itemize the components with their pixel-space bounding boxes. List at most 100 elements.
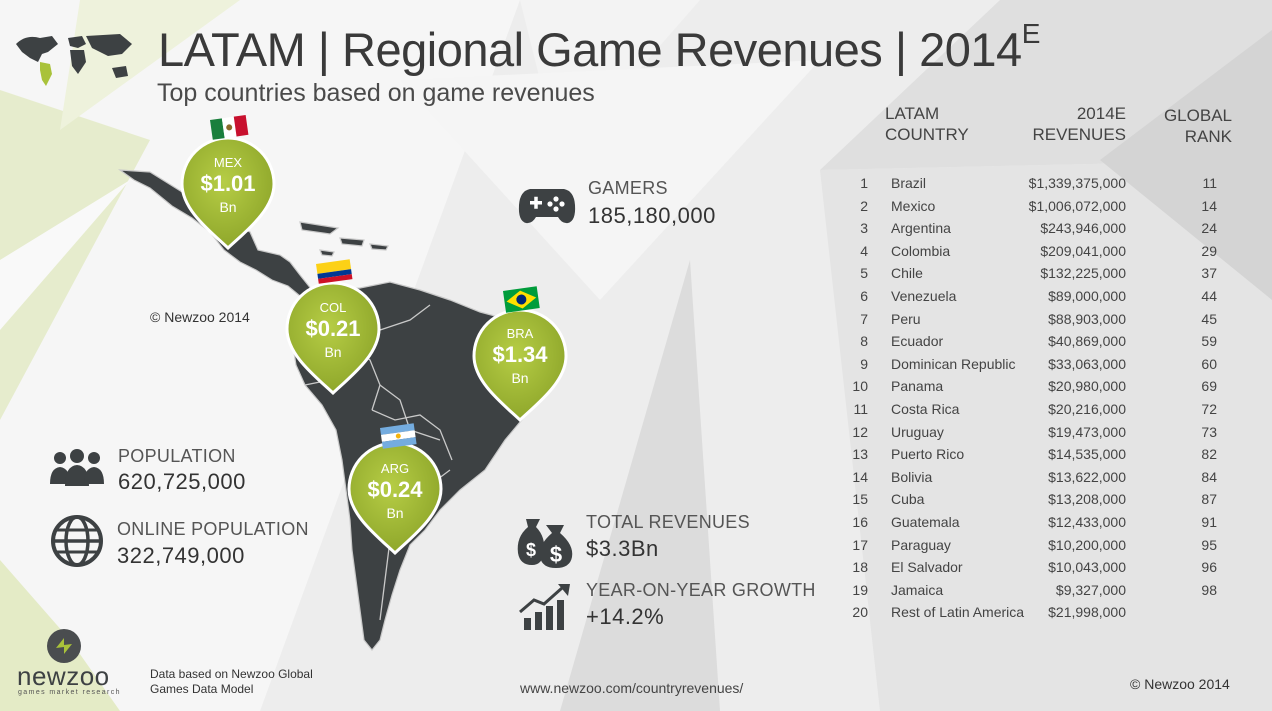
row-number: 20 — [852, 604, 868, 621]
row-rank: 37 — [1201, 265, 1217, 282]
row-number: 9 — [860, 355, 868, 372]
row-number: 6 — [860, 288, 868, 304]
table-row: 17 Paraguay $10,200,000 95 — [820, 537, 1240, 559]
newzoo-tagline: games market research — [18, 689, 121, 696]
row-number: 18 — [852, 559, 868, 576]
table-row: 13 Puerto Rico $14,535,000 82 — [820, 446, 1240, 468]
total-revenues-label: TOTAL REVENUES — [586, 512, 750, 532]
row-rank: 72 — [1201, 401, 1217, 417]
newzoo-url[interactable]: www.newzoo.com/countryrevenues/ — [520, 680, 744, 696]
row-rank: 82 — [1201, 446, 1217, 463]
table-row: 9 Dominican Republic $33,063,000 60 — [820, 356, 1240, 378]
population-label: POPULATION — [118, 446, 236, 466]
row-revenue: $10,043,000 — [1048, 559, 1126, 576]
row-rank: 91 — [1201, 514, 1217, 530]
table-row: 10 Panama $20,980,000 69 — [820, 378, 1240, 400]
pin-col — [285, 281, 381, 396]
table-row: 1 Brazil $1,339,375,000 11 — [820, 175, 1240, 197]
pin-unit: Bn — [386, 505, 404, 521]
row-revenue: $10,200,000 — [1048, 536, 1126, 553]
table-header-revenues: 2014E REVENUES — [1032, 104, 1126, 144]
pin-country-code: BRA — [506, 326, 534, 341]
row-number: 17 — [852, 536, 868, 553]
page-title: LATAM | Regional Game Revenues | 2014E — [158, 18, 1040, 76]
pin-country-code: ARG — [380, 461, 410, 476]
table-row: 16 Guatemala $12,433,000 91 — [820, 514, 1240, 536]
world-map-icon — [16, 34, 132, 86]
pin-unit: Bn — [219, 199, 237, 215]
table-row: 7 Peru $88,903,000 45 — [820, 311, 1240, 333]
online-population-label: ONLINE POPULATION — [117, 519, 309, 539]
row-revenue: $209,041,000 — [1040, 242, 1126, 259]
row-revenue: $40,869,000 — [1048, 333, 1126, 350]
svg-text:$: $ — [550, 542, 562, 567]
growth-label: YEAR-ON-YEAR GROWTH — [586, 580, 816, 600]
newzoo-logo-icon — [47, 629, 81, 663]
row-country: Panama — [891, 378, 944, 395]
row-country: Cuba — [891, 491, 925, 508]
row-country: Mexico — [891, 197, 936, 214]
table-header-rank: GLOBAL RANK — [1163, 106, 1232, 146]
gamers-value: 185,180,000 — [588, 203, 716, 228]
row-rank: 96 — [1201, 559, 1217, 576]
row-number: 14 — [852, 468, 868, 485]
row-country: Rest of Latin America — [891, 604, 1025, 621]
row-revenue: $132,225,000 — [1040, 265, 1126, 282]
row-revenue: $243,946,000 — [1040, 220, 1126, 237]
pin-value: $0.24 — [367, 477, 423, 502]
row-country: Ecuador — [891, 333, 944, 350]
row-rank: 45 — [1201, 310, 1217, 327]
row-revenue: $14,535,000 — [1048, 446, 1126, 463]
row-rank: 14 — [1201, 197, 1217, 214]
data-note: Data based on Newzoo Global Games Data M… — [150, 667, 313, 696]
row-country: Venezuela — [891, 288, 957, 304]
row-country: Uruguay — [891, 423, 944, 440]
row-country: Chile — [891, 265, 923, 282]
row-country: Argentina — [891, 220, 951, 237]
row-country: Costa Rica — [891, 401, 960, 417]
pin-mex-label: MEX $1.01 Bn — [188, 156, 268, 214]
table-row: 18 El Salvador $10,043,000 96 — [820, 559, 1240, 581]
row-country: El Salvador — [891, 559, 963, 576]
row-number: 4 — [860, 242, 868, 259]
row-revenue: $89,000,000 — [1048, 288, 1126, 304]
pin-value: $0.21 — [305, 316, 361, 341]
table-row: 8 Ecuador $40,869,000 59 — [820, 333, 1240, 355]
row-number: 11 — [853, 401, 868, 417]
row-number: 3 — [860, 220, 868, 237]
row-country: Dominican Republic — [891, 355, 1016, 372]
row-country: Puerto Rico — [891, 446, 965, 463]
row-rank: 24 — [1201, 220, 1217, 237]
row-rank: 69 — [1201, 378, 1217, 395]
row-country: Paraguay — [891, 536, 951, 553]
row-number: 19 — [852, 581, 868, 598]
table-row: 19 Jamaica $9,327,000 98 — [820, 582, 1240, 604]
row-revenue: $88,903,000 — [1048, 310, 1126, 327]
row-rank: 29 — [1201, 242, 1217, 259]
table-row: 5 Chile $132,225,000 37 — [820, 265, 1240, 287]
growth-value: +14.2% — [586, 604, 665, 629]
pin-arg-label: ARG $0.24 Bn — [355, 462, 435, 520]
globe-icon — [51, 515, 103, 567]
table-header-country: LATAM COUNTRY — [885, 104, 969, 144]
row-rank: 95 — [1201, 536, 1217, 553]
gamepad-icon — [518, 189, 576, 224]
row-rank: 44 — [1201, 288, 1217, 304]
pin-mex — [180, 136, 276, 251]
copyright-map: © Newzoo 2014 — [150, 309, 250, 325]
row-number: 1 — [860, 175, 868, 191]
row-rank: 87 — [1201, 491, 1217, 508]
row-rank: 60 — [1201, 355, 1217, 372]
colombia-flag — [316, 259, 353, 284]
row-number: 15 — [852, 491, 868, 508]
row-revenue: $13,208,000 — [1048, 491, 1126, 508]
gamers-label: GAMERS — [588, 178, 668, 198]
row-country: Brazil — [891, 175, 927, 191]
pin-arg — [347, 441, 443, 556]
row-revenue: $9,327,000 — [1055, 581, 1126, 598]
row-rank: 59 — [1201, 333, 1217, 350]
brazil-flag — [503, 286, 540, 313]
table-row: 12 Uruguay $19,473,000 73 — [820, 424, 1240, 446]
